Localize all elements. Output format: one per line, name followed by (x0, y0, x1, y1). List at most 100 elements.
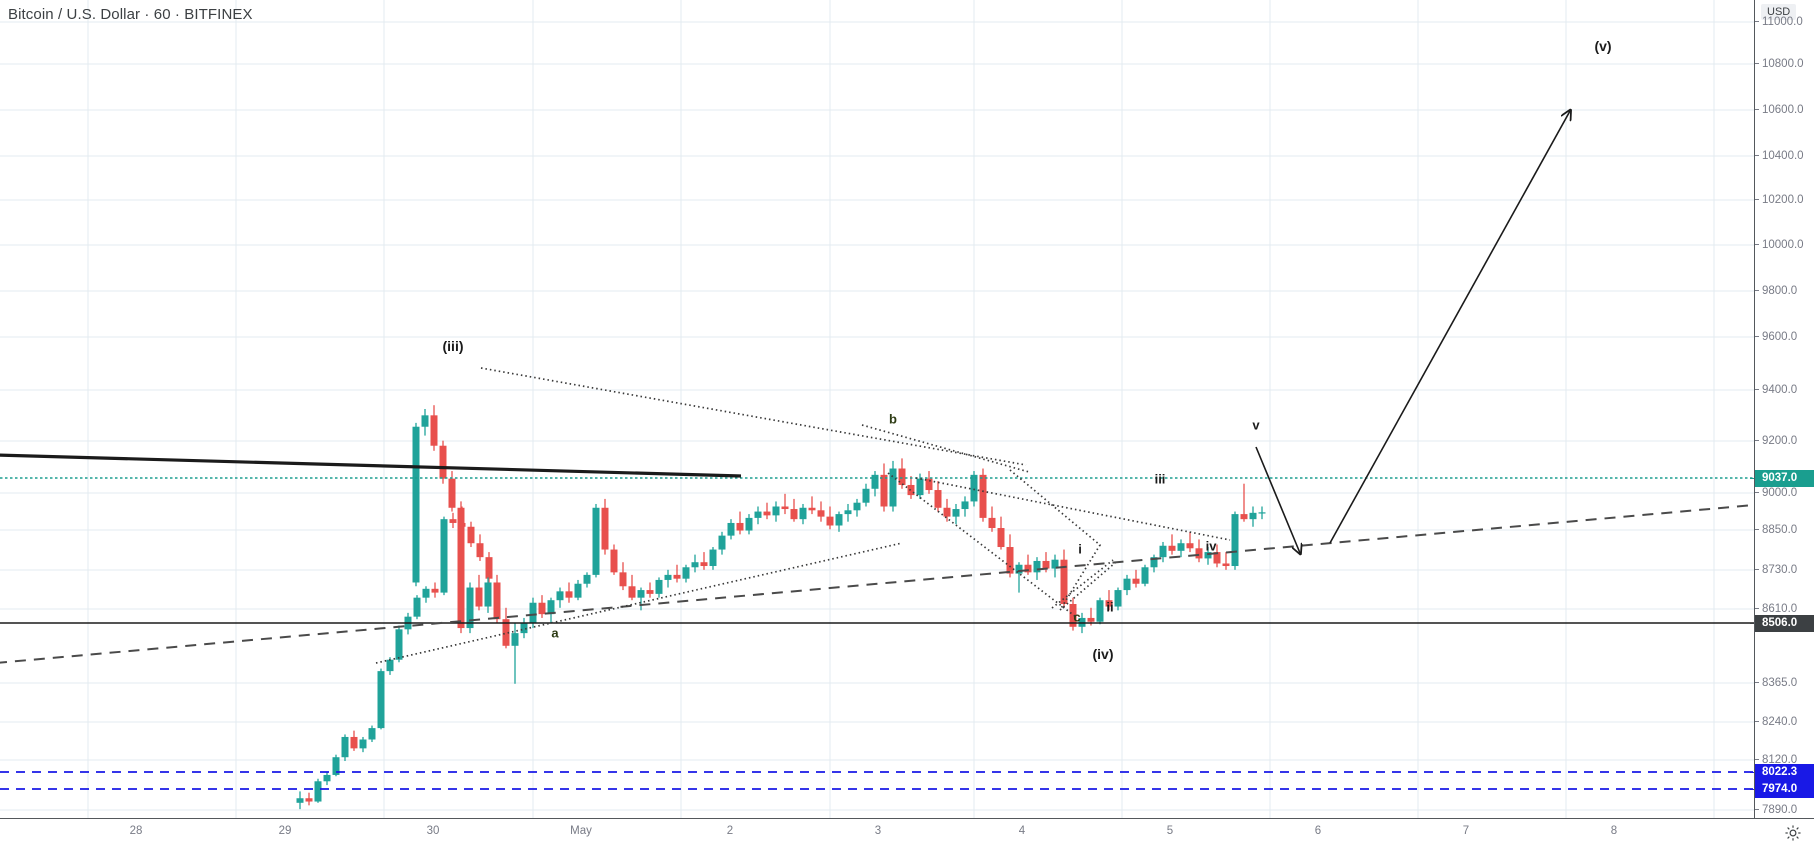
candle-body (574, 583, 582, 598)
candle-body (691, 562, 699, 568)
candle-body (979, 474, 987, 518)
candle-body (844, 510, 852, 515)
candle-body (493, 582, 501, 620)
candle-body (1033, 560, 1041, 573)
candle-body (655, 579, 663, 594)
candle-body (817, 510, 825, 517)
candle-body (547, 600, 555, 615)
candle-body (952, 509, 960, 517)
candle-body (745, 517, 753, 531)
candle-body (314, 781, 322, 802)
candle-body (682, 567, 690, 579)
arrow-down-to-iv (1255, 446, 1300, 553)
price-axis[interactable]: USD 11000.0 10800.0 10600.0 10400.0 10200.0 1… (1750, 0, 1814, 818)
wave-label-iv: (iv) (1092, 646, 1114, 662)
candle-body (1168, 545, 1176, 551)
candle-body (1042, 560, 1050, 569)
candle-body (476, 543, 484, 558)
currency-badge: USD (1761, 4, 1797, 20)
wave-i-ii-dotted (1009, 469, 1116, 611)
candle-body (502, 619, 510, 646)
candle-body (1069, 604, 1077, 627)
price-tick: 9200.0 (1755, 434, 1814, 448)
price-tick: 11000.0 (1755, 15, 1814, 29)
candle-body (412, 426, 420, 583)
price-badge-fib-level[interactable]: 8022.3 (1750, 763, 1814, 781)
time-tick: 4 (1018, 825, 1026, 837)
candle-body (422, 588, 430, 598)
candle-body (646, 590, 654, 594)
wave-label-v: (v) (1594, 38, 1612, 54)
candle-body (754, 511, 762, 518)
abc-channel-upper (861, 424, 1030, 473)
time-axis[interactable]: 28 29 30 May 2 3 4 5 6 7 8 (0, 818, 1814, 848)
candle-body (1006, 547, 1014, 574)
price-tick: 8365.0 (1755, 676, 1814, 690)
candle-body (368, 728, 376, 740)
candle-body (1051, 559, 1059, 569)
candle-body (835, 514, 843, 526)
candle-body (538, 602, 546, 615)
candle-body (439, 445, 447, 479)
abc-channel-lower (887, 472, 1077, 618)
candle-body (565, 591, 573, 598)
candle-body (421, 415, 429, 427)
chart-plot-area[interactable]: (iii) (v) (iv) b a c i ii iii iv v (0, 0, 1754, 818)
price-tick: 7890.0 (1755, 803, 1814, 817)
price-tick: 8850.0 (1755, 523, 1814, 537)
price-badge-last-price[interactable]: 9037.0 (1750, 469, 1814, 487)
wave-label-i: i (1078, 541, 1082, 557)
candle-body (448, 478, 456, 508)
candle-body (664, 574, 672, 580)
price-badge-fib-level[interactable]: 7974.0 (1750, 780, 1814, 798)
price-tick: 9800.0 (1755, 284, 1814, 298)
candle-body (350, 736, 358, 749)
arrow-up-to-v (1329, 111, 1570, 544)
candle-body (628, 586, 636, 598)
price-tick: 9000.0 (1755, 486, 1814, 500)
candle-body (529, 602, 537, 623)
candle-body (799, 507, 807, 520)
price-badge-horizontal-line[interactable]: 8506.0 (1750, 614, 1814, 632)
candle-body (296, 798, 304, 803)
chart-title: Bitcoin / U.S. Dollar · 60 · BITFINEX (8, 6, 253, 23)
candle-body (1015, 564, 1023, 574)
price-tick: 10800.0 (1755, 57, 1814, 71)
candle-body (898, 468, 906, 485)
time-tick: 28 (129, 825, 143, 837)
candle-body (1213, 552, 1221, 564)
candle-body (862, 488, 870, 503)
candle-body (556, 591, 564, 601)
wave-label-a: a (551, 625, 559, 641)
candle-body (386, 659, 394, 672)
price-tick: 10400.0 (1755, 149, 1814, 163)
wave-label-b: b (889, 411, 897, 427)
candle-body (440, 519, 448, 593)
candle-body (1114, 590, 1122, 607)
candle-body (610, 549, 618, 573)
time-tick: 2 (726, 825, 734, 837)
price-tick: 8610.0 (1755, 602, 1814, 616)
candle-body (1096, 600, 1104, 622)
candlestick-series (296, 405, 1266, 810)
gear-icon[interactable] (1784, 824, 1802, 842)
candle-body (592, 507, 600, 575)
candle-body (1123, 578, 1131, 591)
time-tick: 3 (874, 825, 882, 837)
candle-body (466, 587, 474, 629)
candle-body (1231, 514, 1239, 567)
price-tick: 8730.0 (1755, 563, 1814, 577)
candle-body (997, 528, 1005, 548)
time-tick: 29 (278, 825, 292, 837)
candle-body (1258, 512, 1266, 514)
price-tick: 10200.0 (1755, 193, 1814, 207)
candle-body (826, 516, 834, 526)
candle-body (601, 507, 609, 550)
candle-body (457, 507, 465, 629)
candle-body (359, 739, 367, 749)
candle-body (871, 474, 879, 489)
candle-body (475, 587, 483, 607)
candle-body (790, 509, 798, 520)
candle-body (323, 774, 331, 782)
